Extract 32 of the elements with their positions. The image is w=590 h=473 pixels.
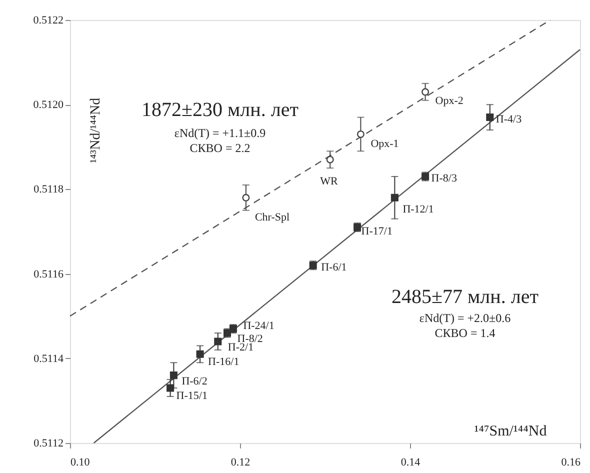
annotation: Chr-Spl xyxy=(254,212,290,224)
annotation: П-8/3 xyxy=(431,172,458,185)
annotation: П-6/2 xyxy=(182,375,208,388)
x-tick-label: 0.10 xyxy=(70,456,90,468)
annotation: П-15/1 xyxy=(176,390,208,402)
x-tick-label: 0.12 xyxy=(230,456,250,468)
annotation: εNd(T) = +1.1±0.9 xyxy=(174,126,266,140)
annotation: П-24/1 xyxy=(243,320,274,332)
annotation: εNd(T) = +2.0±0.6 xyxy=(419,311,511,325)
x-tick-label: 0.16 xyxy=(561,456,581,468)
annotation: П-4/3 xyxy=(496,113,522,126)
annotation: 1872±230 млн. лет xyxy=(142,99,299,121)
x-tick-label: 0.14 xyxy=(400,456,421,468)
y-tick-label: 0.5112 xyxy=(34,438,64,450)
y-tick-label: 0.5114 xyxy=(34,352,64,365)
x-axis-title: ¹⁴⁷Sm/¹⁴⁴Nd xyxy=(474,424,548,440)
annotation: СКВО = 2.2 xyxy=(190,141,250,155)
y-tick-label: 0.5118 xyxy=(34,184,64,196)
annotation: П-16/1 xyxy=(208,356,240,368)
annotation: СКВО = 1.4 xyxy=(434,326,496,340)
annotation: П-6/1 xyxy=(321,261,347,274)
y-tick-label: 0.5122 xyxy=(33,14,64,26)
annotation: П-12/1 xyxy=(402,204,434,216)
y-tick-label: 0.5120 xyxy=(33,99,64,112)
annotation: Opx-1 xyxy=(370,138,399,150)
annotation: 2485±77 млн. лет xyxy=(392,286,539,308)
annotation: П-2/1 xyxy=(228,341,254,354)
y-axis-title: ¹⁴³Nd/¹⁴⁴Nd xyxy=(88,98,104,164)
annotation: WR xyxy=(320,176,338,188)
annotation: Opx-2 xyxy=(435,94,464,107)
annotation: П-17/1 xyxy=(361,225,392,238)
y-tick-label: 0.5116 xyxy=(34,268,64,280)
